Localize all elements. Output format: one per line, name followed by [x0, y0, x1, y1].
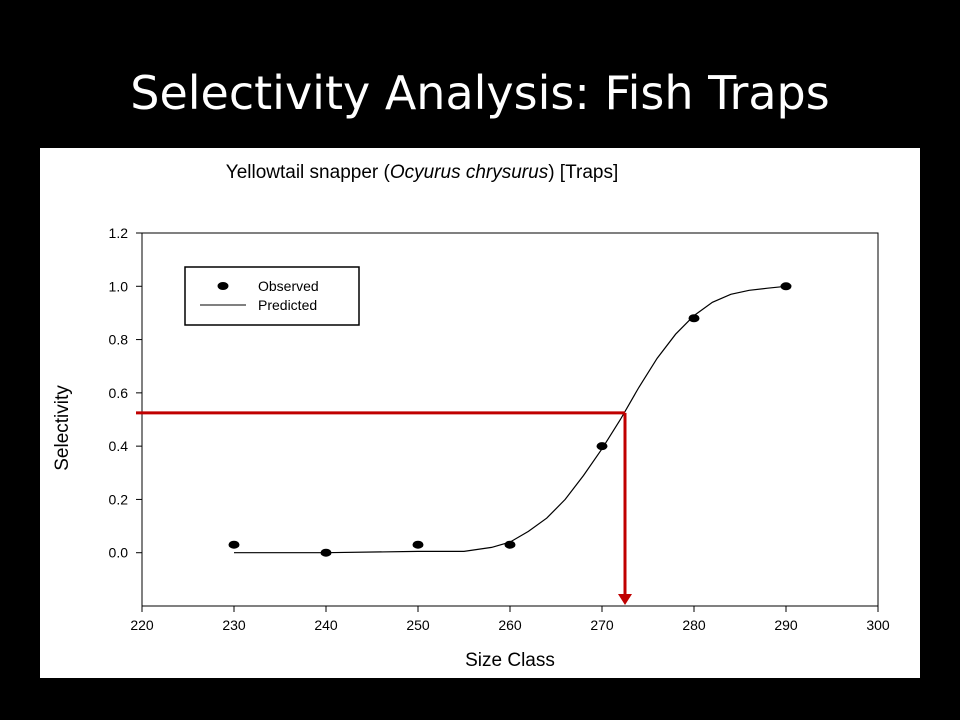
- observed-point: [412, 540, 424, 549]
- y-tick-label: 1.0: [109, 278, 129, 294]
- y-tick-label: 0.2: [109, 491, 129, 507]
- x-tick-label: 270: [590, 617, 614, 633]
- annotation-layer: [136, 411, 632, 605]
- y-tick-label: 0.0: [109, 545, 129, 561]
- legend-predicted-label: Predicted: [258, 297, 317, 313]
- observed-point: [780, 282, 792, 291]
- chart-title: Yellowtail snapper (Ocyurus chrysurus) […: [226, 162, 618, 183]
- y-tick-label: 0.6: [109, 385, 129, 401]
- y-axis: 1.2 1.0 0.8 0.6 0.4 0.2 0.0: [109, 225, 142, 561]
- chart-title-prefix: Yellowtail snapper (: [226, 162, 391, 183]
- chart-title-suffix: ) [Traps]: [548, 162, 618, 183]
- predicted-curve: [234, 285, 787, 554]
- x-tick-label: 220: [130, 617, 154, 633]
- series-layer: [228, 282, 792, 557]
- chart-panel: Yellowtail snapper (Ocyurus chrysurus) […: [40, 148, 920, 678]
- y-axis-title: Selectivity: [52, 385, 73, 471]
- observed-point: [688, 314, 700, 323]
- observed-point: [596, 442, 608, 451]
- selectivity-chart: Yellowtail snapper (Ocyurus chrysurus) […: [52, 162, 890, 671]
- legend-box: [184, 266, 360, 326]
- x-tick-label: 300: [866, 617, 890, 633]
- annotation-arrowhead: [618, 594, 632, 605]
- legend-observed-label: Observed: [258, 278, 319, 294]
- observed-point: [320, 548, 332, 557]
- observed-point: [228, 540, 240, 549]
- x-tick-label: 230: [222, 617, 246, 633]
- x-tick-label: 260: [498, 617, 522, 633]
- legend-observed-marker: [217, 282, 229, 290]
- x-tick-label: 250: [406, 617, 430, 633]
- x-tick-label: 290: [774, 617, 798, 633]
- y-tick-label: 0.8: [109, 332, 129, 348]
- chart-title-species: Ocyurus chrysurus: [390, 162, 549, 183]
- legend: Observed Predicted: [184, 266, 360, 326]
- observed-point: [504, 540, 516, 549]
- x-tick-label: 240: [314, 617, 338, 633]
- x-axis: 220 230 240 250 260 270 280 290 300: [130, 606, 890, 633]
- x-axis-title: Size Class: [465, 650, 555, 671]
- y-tick-label: 0.4: [109, 438, 129, 454]
- slide-title: Selectivity Analysis: Fish Traps: [130, 66, 830, 120]
- y-tick-label: 1.2: [109, 225, 129, 241]
- x-tick-label: 280: [682, 617, 706, 633]
